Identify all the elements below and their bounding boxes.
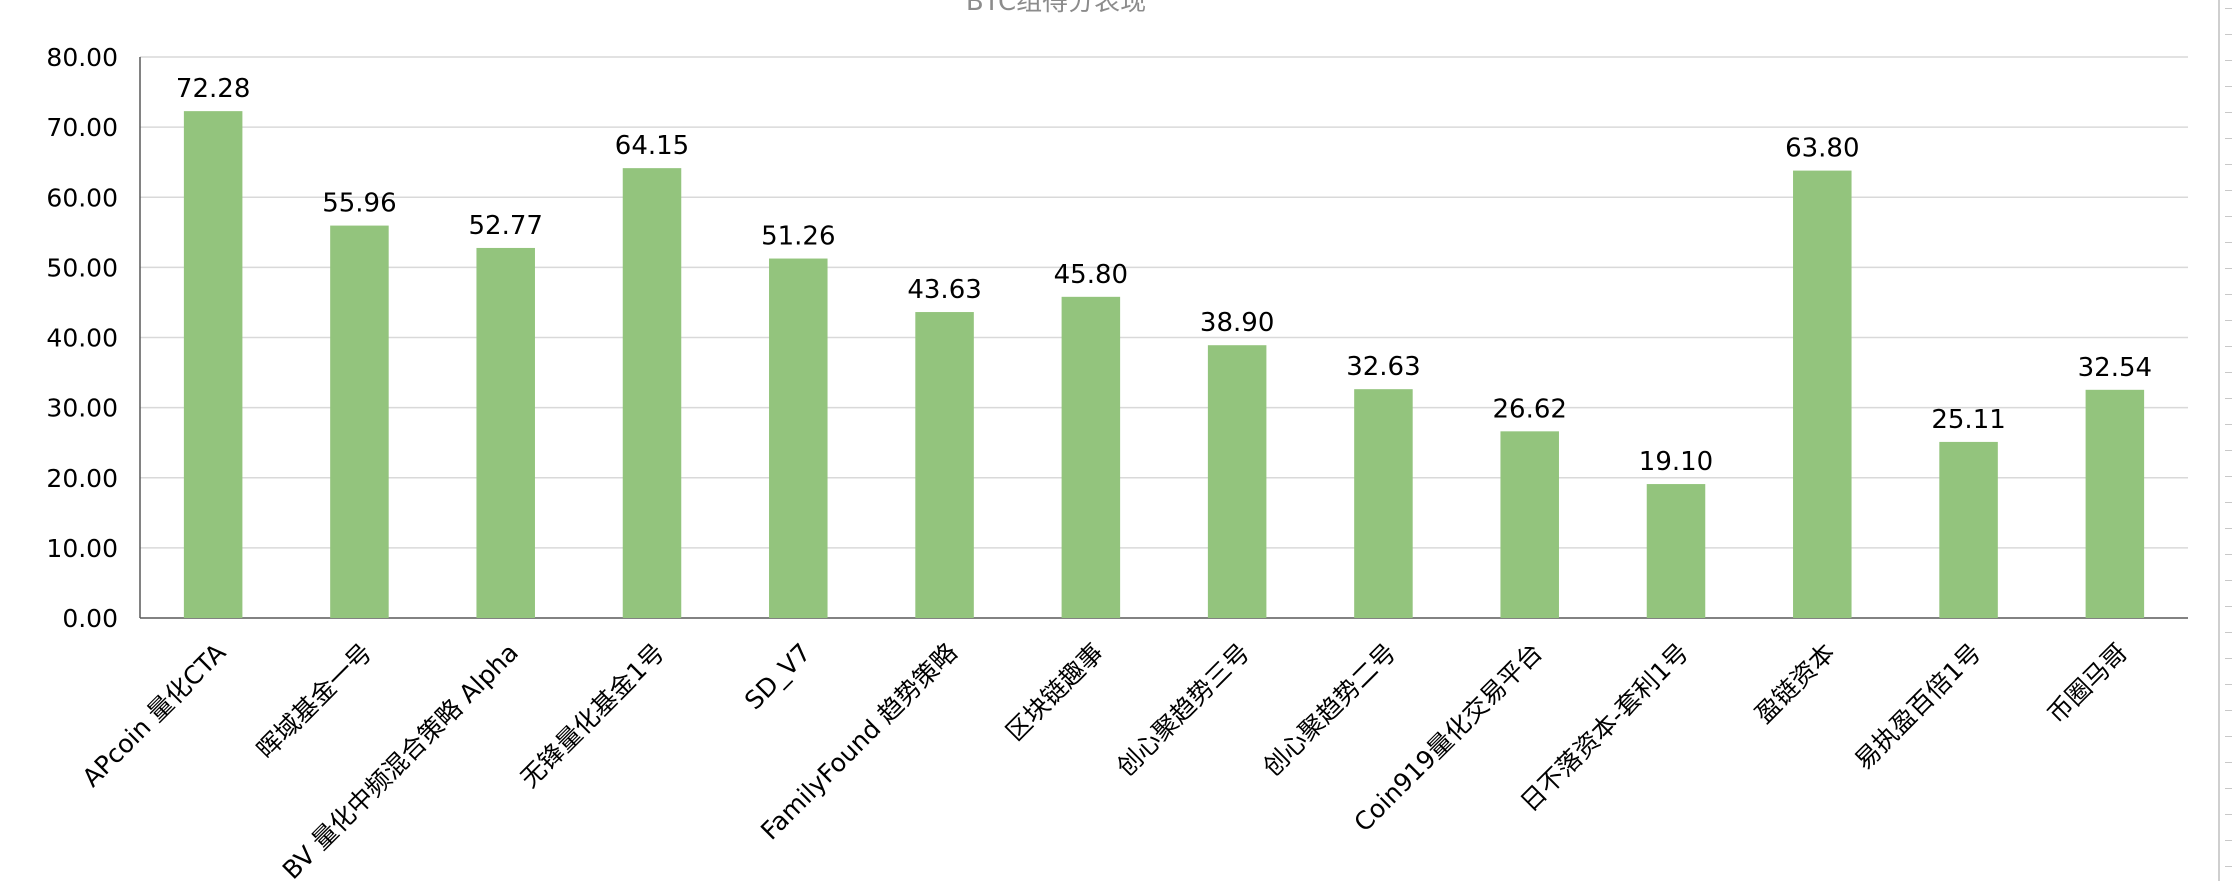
data-label: 51.26 xyxy=(761,222,835,252)
x-tick-label: BV 量化中频混合策略 Alpha xyxy=(277,638,524,881)
data-label: 32.54 xyxy=(2078,353,2152,383)
scrollbar-tick xyxy=(2225,476,2232,477)
y-tick-label: 10.00 xyxy=(46,534,118,563)
bar xyxy=(769,258,828,618)
scrollbar-tick xyxy=(2225,320,2232,321)
data-label: 38.90 xyxy=(1200,308,1274,338)
scrollbar-tick xyxy=(2225,294,2232,295)
scrollbar-tick xyxy=(2225,164,2232,165)
scrollbar-tick xyxy=(2225,502,2232,503)
y-tick-label: 40.00 xyxy=(46,324,118,353)
scrollbar-tick xyxy=(2225,424,2232,425)
bar xyxy=(1646,484,1706,618)
data-label: 25.11 xyxy=(1931,405,2005,435)
scrollbar-tick xyxy=(2225,684,2232,685)
scrollbar-tick xyxy=(2225,840,2232,841)
data-label: 63.80 xyxy=(1785,134,1859,164)
scrollbar-edge[interactable] xyxy=(2218,0,2232,881)
x-tick-label: 日不落资本-套利1号 xyxy=(1515,638,1695,818)
bar xyxy=(1207,345,1267,618)
bar xyxy=(622,168,682,618)
scrollbar-tick xyxy=(2225,632,2232,633)
chart-title: BTC组得分表现 xyxy=(966,0,1146,17)
scrollbar-tick xyxy=(2225,450,2232,451)
scrollbar-tick xyxy=(2225,398,2232,399)
scrollbar-tick xyxy=(2225,8,2232,9)
scrollbar-tick xyxy=(2225,580,2232,581)
data-label: 64.15 xyxy=(615,131,689,161)
y-tick-label: 20.00 xyxy=(46,464,118,493)
scrollbar-tick xyxy=(2225,112,2232,113)
bar xyxy=(2085,389,2145,618)
scrollbar-tick xyxy=(2225,710,2232,711)
data-labels: 72.28 55.96 52.77 64.15 51.26 43.63 45.80 38.90… xyxy=(176,74,2152,477)
scrollbar-tick xyxy=(2225,268,2232,269)
bars xyxy=(183,111,2145,619)
data-label: 19.10 xyxy=(1639,447,1713,477)
y-tick-label: 0.00 xyxy=(62,604,118,633)
gridlines xyxy=(140,56,2188,549)
y-tick-label: 50.00 xyxy=(46,253,118,282)
scrollbar-tick xyxy=(2225,216,2232,217)
scrollbar-tick xyxy=(2225,60,2232,61)
data-label: 32.63 xyxy=(1346,352,1420,382)
bar xyxy=(330,225,389,618)
bar xyxy=(1354,389,1413,618)
data-label: 52.77 xyxy=(468,211,542,241)
x-tick-label: 盈链资本 xyxy=(1749,638,1840,729)
y-axis-ticks: 0.00 10.00 20.00 30.00 40.00 50.00 60.00 70.00 8… xyxy=(46,43,118,633)
bar xyxy=(915,312,974,618)
x-tick-label: 无锋量化基金1号 xyxy=(515,638,671,794)
bar xyxy=(1793,170,1852,619)
data-label: 43.63 xyxy=(907,275,981,305)
x-tick-label: 晖域基金一号 xyxy=(251,638,378,765)
scrollbar-tick xyxy=(2225,138,2232,139)
y-tick-label: 80.00 xyxy=(46,43,118,72)
scrollbar-tick xyxy=(2225,242,2232,243)
x-tick-label: SD_V7 xyxy=(739,638,817,716)
x-tick-label: APcoin 量化CTA xyxy=(77,638,232,793)
scrollbar-tick xyxy=(2225,528,2232,529)
x-tick-label: 易执盈百倍1号 xyxy=(1849,638,1987,776)
scrollbar-tick xyxy=(2225,658,2232,659)
bar xyxy=(1500,431,1559,618)
data-label: 72.28 xyxy=(176,74,250,104)
y-tick-label: 30.00 xyxy=(46,394,118,423)
y-tick-label: 60.00 xyxy=(46,183,118,212)
x-tick-label: 创心聚趋势二号 xyxy=(1257,638,1401,782)
bar xyxy=(1939,441,1998,618)
data-label: 55.96 xyxy=(322,189,396,219)
scrollbar-tick xyxy=(2225,788,2232,789)
scrollbar-tick xyxy=(2225,86,2232,87)
scrollbar-tick xyxy=(2225,814,2232,815)
scrollbar-tick xyxy=(2225,190,2232,191)
bar xyxy=(1061,296,1121,618)
data-label: 26.62 xyxy=(1492,394,1566,424)
scrollbar-tick xyxy=(2225,346,2232,347)
scrollbar-tick xyxy=(2225,736,2232,737)
x-tick-label: 区块链趣事 xyxy=(1000,638,1109,747)
bar xyxy=(476,247,535,618)
scrollbar-tick xyxy=(2225,762,2232,763)
scrollbar-tick xyxy=(2225,372,2232,373)
scrollbar-tick xyxy=(2225,606,2232,607)
scrollbar-tick xyxy=(2225,866,2232,867)
scrollbar-tick xyxy=(2225,554,2232,555)
data-label: 45.80 xyxy=(1054,260,1128,290)
x-tick-label: 创心聚趋势三号 xyxy=(1111,638,1255,782)
scrollbar-tick xyxy=(2225,34,2232,35)
y-tick-label: 70.00 xyxy=(46,113,118,142)
bar xyxy=(183,111,243,618)
x-tick-label: 币圈马哥 xyxy=(2042,638,2133,729)
